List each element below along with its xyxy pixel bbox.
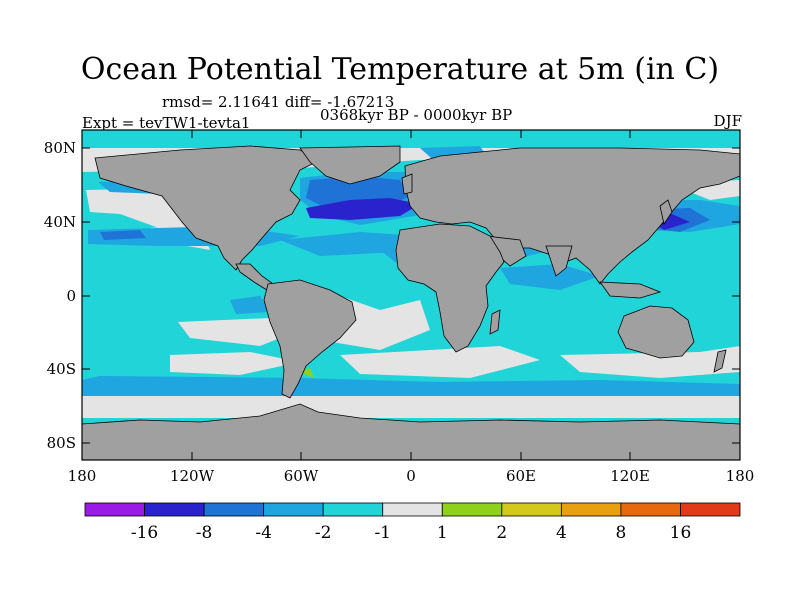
colorbar-box (560, 502, 622, 517)
lat-label-80n: 80N (44, 139, 76, 157)
colorbar-label: 2 (496, 523, 507, 543)
colorbar-box (441, 502, 503, 517)
stats-text: rmsd= 2.11641 diff= -1.67213 (162, 93, 395, 111)
colorbar-box (84, 502, 145, 517)
lon-label-120e: 120E (610, 467, 650, 485)
land-masses (82, 145, 740, 460)
colorbar-label: -2 (315, 523, 332, 543)
colorbar-label: -4 (255, 523, 272, 543)
lon-label-120w: 120W (170, 467, 215, 485)
colorbar-label: 1 (437, 523, 448, 543)
lat-label-40s: 40S (47, 360, 76, 378)
lat-label-40n: 40N (44, 213, 76, 231)
colorbar-box (322, 502, 384, 517)
lon-label-180w: 180 (68, 467, 97, 485)
lon-label-60e: 60E (506, 467, 536, 485)
lat-label-80s: 80S (47, 434, 76, 452)
experiment-text: Expt = tevTW1-tevta1 (82, 114, 251, 132)
colorbar-box (620, 502, 681, 517)
period-text: 0368kyr BP - 0000kyr BP (320, 106, 513, 124)
lon-label-60w: 60W (284, 467, 319, 485)
lon-label-0: 0 (406, 467, 416, 485)
lat-label-0: 0 (66, 287, 76, 305)
colorbar-box (203, 502, 265, 517)
season-text: DJF (713, 112, 742, 130)
latitude-axis: 80N 40N 0 40S 80S (44, 139, 740, 452)
colorbar-label: 8 (615, 523, 626, 543)
map-area (82, 130, 740, 460)
colorbar-box (144, 502, 205, 517)
colorbar-label: 16 (670, 523, 692, 543)
colorbar-box (680, 502, 741, 517)
colorbar-label: -8 (196, 523, 213, 543)
colorbar-label: 4 (556, 523, 567, 543)
colorbar (84, 502, 741, 517)
longitude-axis: 180 120W 60W 0 60E 120E 180 (68, 130, 755, 485)
colorbar-box (382, 502, 443, 517)
map-title: Ocean Potential Temperature at 5m (in C) (80, 52, 720, 87)
lon-label-180e: 180 (726, 467, 755, 485)
colorbar-label: -16 (131, 523, 158, 543)
colorbar-box (501, 502, 562, 517)
colorbar-labels: -16 -8 -4 -2 -1 1 2 4 8 16 (131, 523, 691, 543)
colorbar-label: -1 (374, 523, 391, 543)
colorbar-box (263, 502, 324, 517)
